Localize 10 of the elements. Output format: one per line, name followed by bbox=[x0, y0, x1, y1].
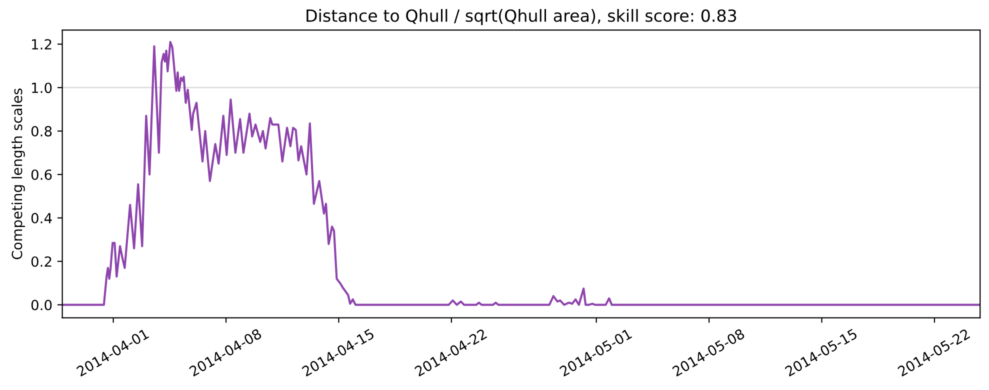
y-tick-label: 0.8 bbox=[31, 126, 52, 137]
chart-title: Distance to Qhull / sqrt(Qhull area), skill score: 0.83 bbox=[306, 9, 736, 26]
y-tick-label: 1.2 bbox=[32, 39, 52, 50]
line-series bbox=[62, 40, 980, 306]
y-tick-label: 0.6 bbox=[31, 169, 52, 180]
y-tick-label: 0.0 bbox=[31, 300, 52, 310]
y-tick-label: 0.4 bbox=[31, 212, 52, 224]
y-axis-title: Competing length scales bbox=[12, 88, 25, 260]
y-tick-label: 1.0 bbox=[32, 82, 52, 94]
y-tick-label: 0.2 bbox=[31, 256, 52, 267]
